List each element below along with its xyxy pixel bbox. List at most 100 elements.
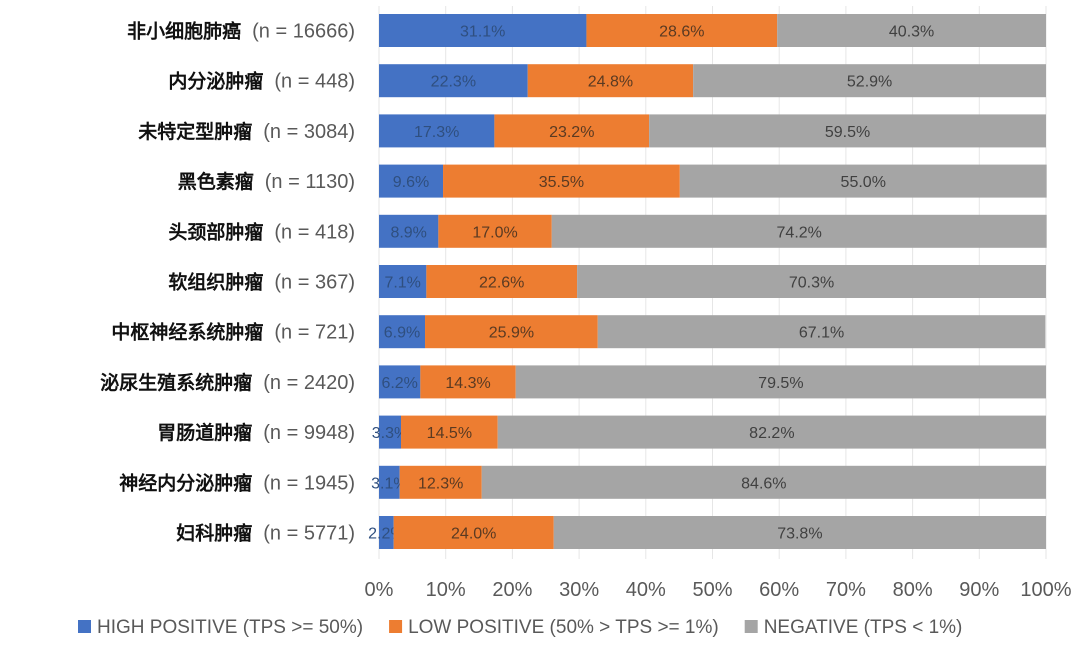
category-n-label: (n = 5771): [263, 523, 355, 545]
bar-segment: [379, 14, 587, 47]
category-n-label: (n = 721): [274, 322, 355, 344]
data-label: 25.9%: [489, 325, 534, 342]
x-tick-label: 20%: [492, 579, 532, 601]
bar-segment: [379, 516, 394, 549]
x-tick-label: 60%: [759, 579, 799, 601]
bar-segment: [425, 315, 598, 349]
category-name-label: 胃肠道肿瘤: [157, 421, 252, 444]
bar-segment: [379, 64, 528, 98]
data-label: 79.5%: [758, 375, 803, 392]
data-label: 35.5%: [539, 174, 584, 191]
data-label: 59.5%: [825, 124, 870, 141]
bar-segment: [494, 114, 650, 148]
bar-segment: [481, 465, 1046, 499]
category-name-label: 中枢神经系统肿瘤: [111, 321, 263, 344]
bar-segment: [379, 214, 439, 248]
bar-segment: [527, 64, 694, 98]
data-label: 3.3%: [372, 425, 408, 442]
category-n-label: (n = 3084): [263, 121, 355, 143]
bar-segment: [649, 114, 1046, 148]
data-label: 12.3%: [418, 475, 463, 492]
bar-segment: [553, 516, 1046, 549]
category-name-label: 黑色素瘤: [178, 170, 254, 193]
data-label: 9.6%: [393, 174, 429, 191]
data-label: 8.9%: [390, 224, 426, 241]
bar-segment: [379, 315, 426, 349]
bar-segment: [777, 14, 1046, 47]
x-tick-label: 70%: [826, 579, 866, 601]
data-label: 52.9%: [847, 74, 892, 91]
data-label: 84.6%: [741, 475, 786, 492]
x-axis-ticks: 0% 10% 20% 30% 40% 50% 60% 70% 80% 90% 100%: [365, 579, 1072, 601]
category-n-label: (n = 448): [274, 71, 355, 93]
bar-segment: [379, 265, 427, 298]
x-tick-label: 30%: [559, 579, 599, 601]
category-n-label: (n = 1130): [265, 171, 355, 193]
data-label: 14.3%: [445, 375, 490, 392]
legend: HIGH POSITIVE (TPS >= 50%) LOW POSITIVE (…: [78, 617, 962, 638]
data-label: 28.6%: [659, 24, 704, 41]
data-label: 23.2%: [549, 124, 594, 141]
bar-segment: [399, 465, 482, 499]
data-label: 70.3%: [789, 275, 834, 292]
category-n-label: (n = 2420): [263, 372, 355, 394]
data-label: 24.0%: [451, 526, 496, 543]
bars: 31.1% 28.6% 40.3% 22.3% 24.8% 52.9% 17.3% 23.2%…: [368, 14, 1047, 549]
bar-segment: [515, 365, 1046, 399]
data-label: 6.2%: [381, 375, 417, 392]
data-label: 24.8%: [588, 74, 633, 91]
data-label: 22.6%: [479, 275, 524, 292]
bar-segment: [679, 164, 1047, 198]
bar-segment: [497, 415, 1046, 449]
bar-segment: [438, 214, 552, 248]
category-n-label: (n = 418): [274, 221, 355, 243]
bar-segment: [426, 265, 578, 298]
category-name-label: 妇科肿瘤: [176, 522, 252, 545]
bar-segment: [586, 14, 778, 47]
data-label: 17.3%: [414, 124, 459, 141]
legend-label: LOW POSITIVE (50% > TPS >= 1%): [408, 617, 719, 638]
bar-segment: [693, 64, 1046, 98]
x-tick-label: 90%: [959, 579, 999, 601]
data-label: 17.0%: [472, 224, 517, 241]
bar-segment: [443, 164, 680, 198]
bar-segment: [401, 415, 498, 449]
category-n-label: (n = 16666): [252, 21, 355, 43]
category-name-label: 软组织肿瘤: [168, 271, 263, 294]
bar-segment: [379, 164, 444, 198]
legend-label: HIGH POSITIVE (TPS >= 50%): [97, 617, 363, 638]
bar-segment: [420, 365, 516, 399]
legend-label: NEGATIVE (TPS < 1%): [764, 617, 963, 638]
data-label: 73.8%: [777, 526, 822, 543]
category-n-label: (n = 9948): [263, 422, 355, 444]
data-label: 14.5%: [427, 425, 472, 442]
data-label: 67.1%: [799, 325, 844, 342]
legend-swatch: [389, 620, 403, 633]
data-label: 82.2%: [749, 425, 794, 442]
legend-swatch: [744, 620, 758, 633]
data-label: 40.3%: [889, 24, 934, 41]
x-tick-label: 10%: [426, 579, 466, 601]
x-tick-label: 0%: [365, 579, 394, 601]
data-label: 7.1%: [384, 275, 420, 292]
category-name-label: 内分泌肿瘤: [168, 70, 263, 93]
data-label: 3.1%: [371, 475, 407, 492]
category-name-label: 泌尿生殖系统肿瘤: [100, 371, 252, 394]
x-tick-label: 50%: [692, 579, 732, 601]
bar-segment: [551, 214, 1047, 248]
data-label: 31.1%: [460, 24, 505, 41]
data-label: 55.0%: [841, 174, 886, 191]
x-tick-label: 80%: [893, 579, 933, 601]
category-labels: (n = 16666) 非小细胞肺癌 (n = 448) 内分泌肿瘤 (n = 3084…: [100, 20, 355, 545]
category-name-label: 头颈部肿瘤: [168, 220, 263, 243]
bar-segment: [577, 265, 1046, 298]
category-name-label: 非小细胞肺癌: [127, 20, 241, 43]
category-name-label: 神经内分泌肿瘤: [119, 471, 252, 494]
bar-segment: [379, 415, 402, 449]
data-label: 6.9%: [384, 325, 420, 342]
category-n-label: (n = 1945): [263, 472, 355, 494]
x-tick-label: 40%: [626, 579, 666, 601]
bar-segment: [393, 516, 554, 549]
bar-segment: [379, 114, 495, 148]
